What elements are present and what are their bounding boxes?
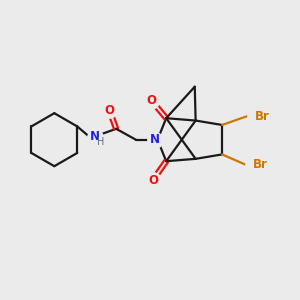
Text: N: N: [150, 133, 160, 146]
Text: H: H: [98, 137, 105, 147]
Text: O: O: [148, 173, 158, 187]
Text: O: O: [146, 94, 157, 107]
Text: N: N: [90, 130, 100, 143]
Text: Br: Br: [253, 158, 268, 171]
Text: Br: Br: [254, 110, 269, 123]
Text: O: O: [104, 104, 114, 117]
